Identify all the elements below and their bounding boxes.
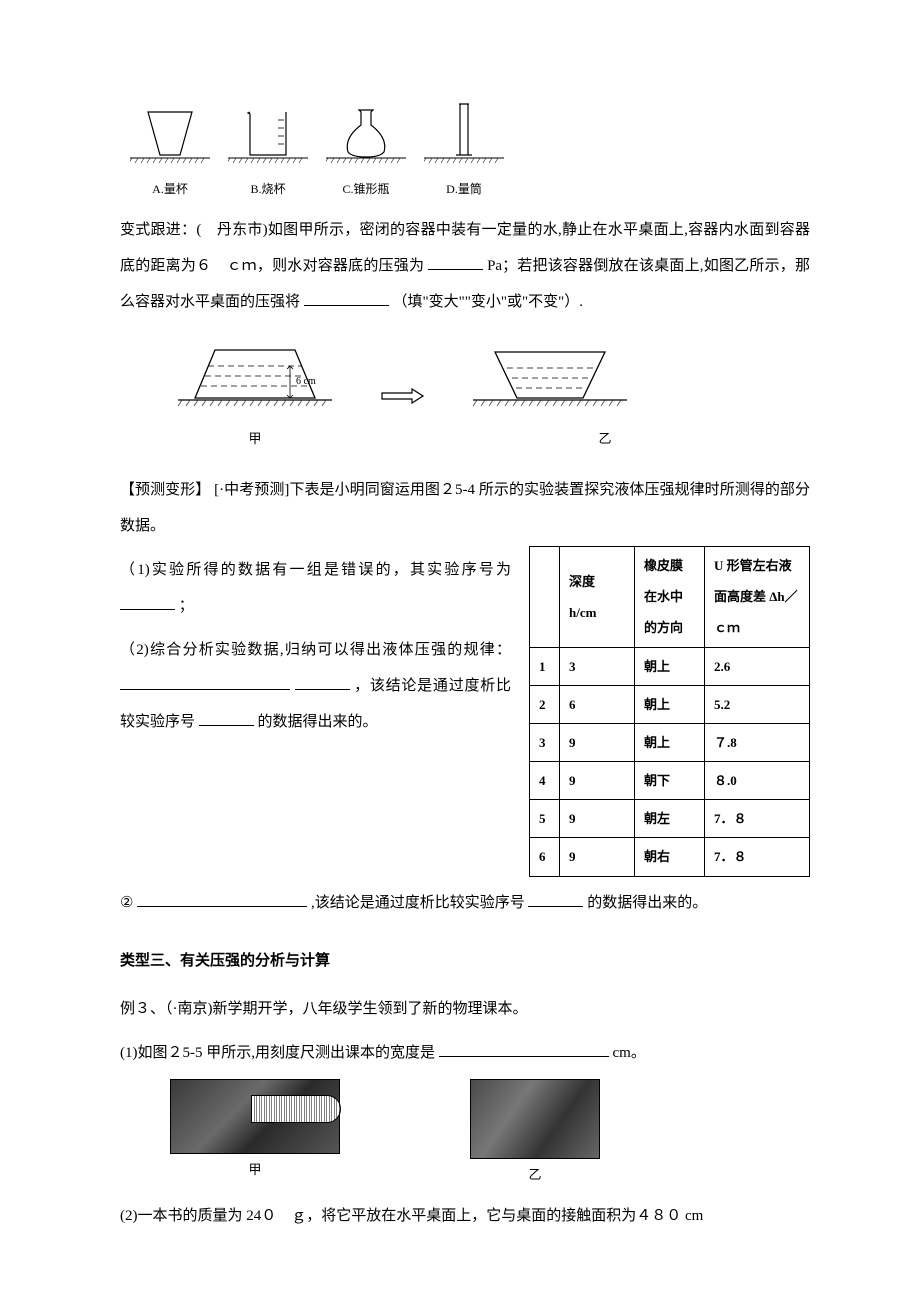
table-row: 26朝上5.2 [530, 685, 810, 723]
table-cell-seq: 1 [530, 647, 560, 685]
predict-q3-mid: ,该结论是通过度析比较实验序号 [311, 895, 525, 911]
graduated-cylinder-icon [424, 100, 504, 175]
table-row: 69朝右7．８ [530, 838, 810, 876]
conical-flask-icon [326, 100, 406, 175]
vessel-b: B.烧杯 [228, 100, 308, 204]
photo-right: 乙 [470, 1079, 600, 1190]
vessel-c-label: C.锥形瓶 [342, 175, 389, 204]
predict-q3-blank1 [137, 892, 307, 907]
beaker-icon [228, 100, 308, 175]
table-cell-diff: 5.2 [705, 685, 810, 723]
photo-right-label: 乙 [528, 1159, 541, 1190]
table-row: 13朝上2.6 [530, 647, 810, 685]
table-cell-direction: 朝下 [635, 762, 705, 800]
vessel-b-label: B.烧杯 [250, 175, 285, 204]
container-right-label: 乙 [598, 423, 611, 454]
table-cell-seq: 4 [530, 762, 560, 800]
pressure-data-table: 深度 h/cm 橡皮膜在水中的方向 U 形管左右液面高度差 Δh／ｃｍ 13朝上… [529, 546, 810, 877]
table-row: 59朝左7．８ [530, 800, 810, 838]
vessel-d: D.量筒 [424, 100, 504, 204]
trapezoid-down-icon [465, 338, 635, 423]
section3-q1: (1)如图２5-5 甲所示,用刻度尺测出课本的宽度是 cm。 [120, 1035, 810, 1071]
arrow-right-icon [380, 385, 425, 407]
photo-left-label: 甲 [248, 1154, 261, 1185]
th-diff: U 形管左右液面高度差 Δh／ｃｍ [705, 546, 810, 647]
table-cell-diff: ７.8 [705, 723, 810, 761]
table-cell-direction: 朝右 [635, 838, 705, 876]
table-cell-depth: 9 [560, 838, 635, 876]
table-cell-seq: 6 [530, 838, 560, 876]
predict-q3-suffix: 的数据得出来的。 [587, 895, 707, 911]
measuring-cup-icon [130, 100, 210, 175]
q1-suffix: （填"变大""变小"或"不变"）. [393, 294, 584, 310]
table-cell-seq: 5 [530, 800, 560, 838]
photo-left: 甲 [170, 1079, 340, 1190]
predict-q3-prefix: ② [120, 895, 133, 911]
section3-q1-blank [439, 1042, 609, 1057]
predict-left-col: （1)实验所得的数据有一组是错误的，其实验序号为 ； （2)综合分析实验数据,归… [120, 544, 511, 740]
predict-q3: ② ,该结论是通过度析比较实验序号 的数据得出来的。 [120, 885, 810, 921]
predict-intro: 【预测变形】 [·中考预测]下表是小明同窗运用图２5-4 所示的实验装置探究液体… [120, 472, 810, 544]
table-row: 49朝下８.0 [530, 762, 810, 800]
th-depth: 深度 h/cm [560, 546, 635, 647]
textbook-standing-photo [470, 1079, 600, 1159]
table-cell-depth: 9 [560, 723, 635, 761]
table-header-row: 深度 h/cm 橡皮膜在水中的方向 U 形管左右液面高度差 Δh／ｃｍ [530, 546, 810, 647]
table-cell-seq: 2 [530, 685, 560, 723]
q1-paragraph: 变式跟进：( 丹东市)如图甲所示，密闭的容器中装有一定量的水,静止在水平桌面上,… [120, 212, 810, 320]
table-cell-depth: 9 [560, 762, 635, 800]
container-left: 6 cm 甲 [170, 338, 340, 454]
textbook-ruler-photo [170, 1079, 340, 1154]
predict-q2-prefix: （2)综合分析实验数据,归纳可以得出液体压强的规律： [120, 642, 511, 658]
height-label: 6 cm [296, 376, 316, 387]
table-cell-direction: 朝左 [635, 800, 705, 838]
table-cell-diff: ８.0 [705, 762, 810, 800]
ruler-overlay-icon [251, 1095, 341, 1123]
table-cell-seq: 3 [530, 723, 560, 761]
table-cell-direction: 朝上 [635, 647, 705, 685]
section3-q1-unit: cm。 [613, 1045, 646, 1061]
th-seq [530, 546, 560, 647]
trapezoid-up-icon: 6 cm [170, 338, 340, 423]
q1-blank-pressure [428, 255, 483, 270]
predict-q1-blank [120, 595, 175, 610]
photo-row: 甲 乙 [170, 1079, 810, 1190]
vessel-options-row: A.量杯 B.烧杯 C.锥形瓶 D.量筒 [130, 100, 810, 204]
vessel-d-label: D.量筒 [446, 175, 482, 204]
table-cell-diff: 2.6 [705, 647, 810, 685]
container-left-label: 甲 [248, 423, 261, 454]
table-cell-direction: 朝上 [635, 685, 705, 723]
section3-title: 类型三、有关压强的分析与计算 [120, 943, 810, 979]
table-cell-direction: 朝上 [635, 723, 705, 761]
section3-q1-prefix: (1)如图２5-5 甲所示,用刻度尺测出课本的宽度是 [120, 1045, 435, 1061]
vessel-a-label: A.量杯 [152, 175, 188, 204]
section3-q2: (2)一本书的质量为 24０ ｇ，将它平放在水平桌面上，它与桌面的接触面积为４８… [120, 1198, 810, 1234]
predict-q2-blank1 [120, 675, 290, 690]
predict-section: 【预测变形】 [·中考预测]下表是小明同窗运用图２5-4 所示的实验装置探究液体… [120, 472, 810, 921]
container-right: 乙 [465, 338, 635, 454]
predict-q2: （2)综合分析实验数据,归纳可以得出液体压强的规律： ，该结论是通过度析比较实验… [120, 632, 511, 740]
predict-q2-blank2 [199, 711, 254, 726]
vessel-c: C.锥形瓶 [326, 100, 406, 204]
predict-q1: （1)实验所得的数据有一组是错误的，其实验序号为 ； [120, 552, 511, 624]
predict-q3-blank2 [528, 892, 583, 907]
table-cell-depth: 3 [560, 647, 635, 685]
vessel-a: A.量杯 [130, 100, 210, 204]
table-cell-depth: 9 [560, 800, 635, 838]
predict-q1-suffix: ； [179, 598, 194, 614]
th-direction: 橡皮膜在水中的方向 [635, 546, 705, 647]
table-cell-diff: 7．８ [705, 838, 810, 876]
predict-q2-blank1b [295, 675, 350, 690]
section3-ex-intro: 例３、（·南京)新学期开学，八年级学生领到了新的物理课本。 [120, 991, 810, 1027]
table-row: 39朝上７.8 [530, 723, 810, 761]
q1-blank-change [304, 291, 389, 306]
predict-q1-prefix: （1)实验所得的数据有一组是错误的，其实验序号为 [120, 562, 511, 578]
table-cell-diff: 7．８ [705, 800, 810, 838]
predict-q2-suffix: 的数据得出来的。 [258, 714, 378, 730]
table-cell-depth: 6 [560, 685, 635, 723]
container-diagram-row: 6 cm 甲 乙 [170, 338, 810, 454]
